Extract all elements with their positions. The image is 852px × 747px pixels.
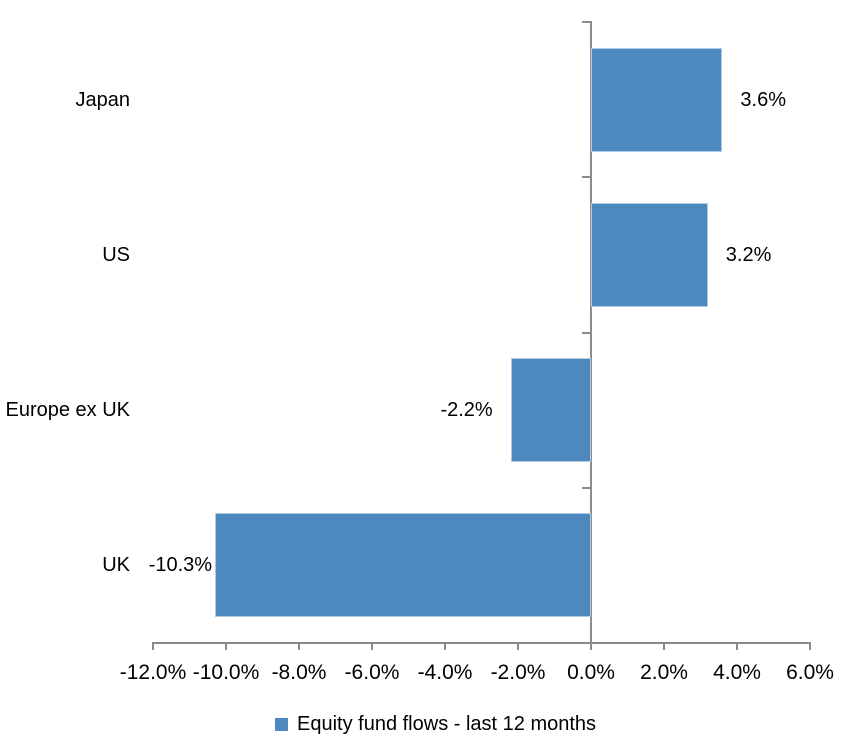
x-axis-tick xyxy=(371,643,373,650)
x-axis-tick xyxy=(152,643,154,650)
x-axis-tick xyxy=(444,643,446,650)
x-axis-tick-label: 6.0% xyxy=(786,661,834,684)
x-axis-tick xyxy=(736,643,738,650)
category-axis-line xyxy=(590,21,592,650)
value-label-us: 3.2% xyxy=(725,243,772,266)
category-label-us: US xyxy=(102,243,130,266)
x-axis-tick-label: -10.0% xyxy=(192,661,260,684)
x-axis-tick-label: -6.0% xyxy=(344,661,400,684)
category-axis-tick xyxy=(582,176,590,179)
legend: Equity fund flows - last 12 months xyxy=(275,712,596,736)
x-axis-tick xyxy=(590,643,592,650)
x-axis-tick xyxy=(809,643,811,650)
x-axis-tick xyxy=(225,643,227,650)
category-label-europe-ex-uk: Europe ex UK xyxy=(5,399,130,422)
x-axis-tick xyxy=(663,643,665,650)
bar-uk xyxy=(215,513,591,618)
x-axis-tick-label: 4.0% xyxy=(713,661,761,684)
x-axis-tick-label: 0.0% xyxy=(567,661,615,684)
category-axis-tick xyxy=(582,331,590,334)
legend-label: Equity fund flows - last 12 months xyxy=(297,713,597,735)
x-axis-tick-label: -12.0% xyxy=(119,661,187,684)
category-label-uk: UK xyxy=(102,554,130,577)
value-label-europe-ex-uk: -2.2% xyxy=(440,399,493,422)
x-axis-tick-label: -8.0% xyxy=(271,661,327,684)
x-axis-tick-label: 2.0% xyxy=(640,661,688,684)
x-axis-tick xyxy=(517,643,519,650)
category-axis-tick xyxy=(582,486,590,489)
category-axis-tick xyxy=(582,21,590,23)
category-label-japan: Japan xyxy=(75,88,131,111)
bar-japan xyxy=(591,47,723,152)
value-axis-line xyxy=(152,642,811,644)
x-axis-tick-label: -4.0% xyxy=(417,661,473,684)
legend-swatch-icon xyxy=(275,717,288,731)
value-label-japan: 3.6% xyxy=(740,88,786,111)
value-label-uk: -10.3% xyxy=(148,554,213,577)
x-axis-tick-label: -2.0% xyxy=(490,661,546,684)
x-axis-tick xyxy=(298,643,300,650)
bar-europe-ex-uk xyxy=(510,358,591,463)
bar-us xyxy=(591,202,708,307)
